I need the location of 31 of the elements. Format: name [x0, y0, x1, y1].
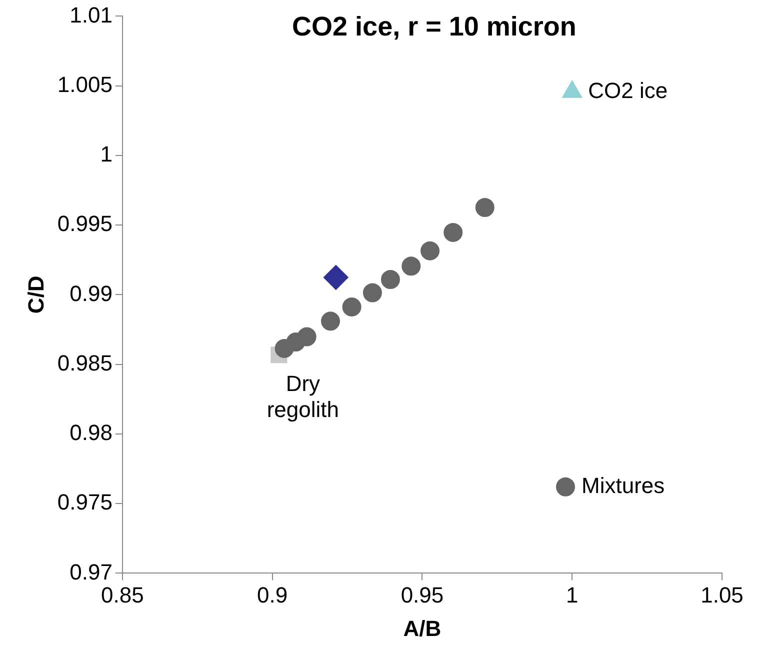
series-label: CO2 ice	[588, 78, 668, 103]
y-tick-label: 0.99	[70, 280, 112, 306]
y-tick-label: 0.985	[57, 350, 112, 376]
chart-title: CO2 ice, r = 10 micron	[292, 12, 576, 42]
y-tick-label: 1	[100, 142, 112, 167]
series-label: Dry regolith	[266, 370, 340, 422]
point	[444, 222, 463, 242]
x-tick-label: 0.95	[400, 582, 444, 608]
x-axis-title: A/B	[403, 616, 442, 641]
x-tick-label: 1.05	[700, 582, 744, 608]
y-tick-label: 0.975	[57, 490, 112, 515]
y-axis-title: C/D	[23, 276, 48, 314]
point	[475, 198, 494, 218]
x-tick-label: 0.85	[101, 582, 144, 608]
y-tick-label: 1.01	[70, 2, 112, 28]
point	[362, 283, 382, 302]
x-tick-label: 1	[566, 582, 578, 608]
point	[556, 477, 576, 496]
x-tick-label: 0.9	[257, 582, 288, 608]
point	[274, 338, 294, 358]
y-tick-label: 1.005	[57, 72, 112, 97]
y-tick-label: 0.97	[70, 559, 112, 584]
point	[342, 297, 362, 316]
point	[320, 312, 340, 331]
point	[420, 241, 440, 260]
point	[402, 256, 421, 276]
point	[380, 270, 400, 290]
series-label: Mixtures	[582, 472, 665, 498]
y-tick-label: 0.98	[70, 420, 112, 446]
point	[323, 264, 348, 290]
y-tick-label: 0.995	[57, 211, 112, 236]
